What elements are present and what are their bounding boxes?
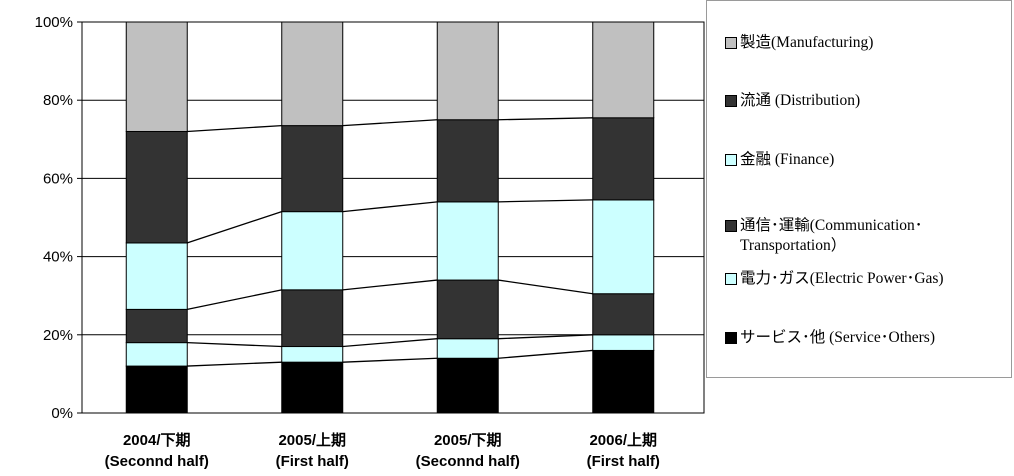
legend-label-manufacturing: 製造(Manufacturing) bbox=[740, 34, 874, 51]
legend-swatch-distribution bbox=[725, 95, 737, 107]
legend: 製造(Manufacturing) 流通 (Distribution) 金融 (… bbox=[706, 0, 1012, 378]
y-tick-label: 40% bbox=[43, 249, 73, 266]
x-category-label: (Seconnd half) bbox=[416, 453, 520, 470]
legend-label-distribution: 流通 (Distribution) bbox=[740, 92, 861, 109]
x-category-label: (First half) bbox=[587, 453, 660, 470]
legend-swatch-communication-transportation bbox=[725, 220, 737, 232]
y-axis: 0% 20% 40% 60% 80% 100% bbox=[35, 14, 82, 422]
bar-segment bbox=[125, 21, 188, 132]
bar-segment bbox=[592, 117, 655, 201]
series-line bbox=[498, 334, 593, 340]
legend-label-finance: 金融 (Finance) bbox=[740, 151, 835, 168]
stacked-bar-chart: 0% 20% 40% 60% 80% 100% 2004/下期 (Seconnd half)… bbox=[35, 14, 705, 470]
series-line bbox=[187, 341, 282, 348]
x-category-label: 2006/上期 bbox=[589, 431, 657, 449]
y-tick-label: 60% bbox=[43, 170, 73, 187]
legend-swatch-manufacturing bbox=[725, 37, 737, 49]
bar-segment bbox=[592, 21, 655, 119]
y-tick-label: 0% bbox=[51, 405, 73, 422]
legend-item-distribution: 流通 (Distribution) bbox=[725, 91, 1014, 111]
legend-item-communication-transportation: 通信･運輸(Communication･ Transportation） bbox=[725, 216, 1014, 256]
series-line bbox=[187, 211, 282, 244]
legend-item-finance: 金融 (Finance) bbox=[725, 150, 1014, 170]
bar-segment bbox=[436, 201, 499, 281]
bar-segment bbox=[125, 342, 188, 367]
x-category-label: 2005/下期 bbox=[434, 431, 502, 449]
series-connector-lines bbox=[187, 117, 593, 367]
legend-label-electric-power-gas: 電力･ガス(Electric Power･Gas) bbox=[740, 270, 944, 287]
x-category-label: (First half) bbox=[276, 453, 349, 470]
bar-segment bbox=[281, 361, 344, 414]
x-category-label: 2004/下期 bbox=[123, 431, 191, 449]
x-axis: 2004/下期 (Seconnd half) 2005/上期 (First half)… bbox=[105, 431, 660, 470]
legend-swatch-service-others bbox=[725, 332, 737, 344]
series-line bbox=[498, 117, 593, 121]
series-line bbox=[342, 119, 438, 127]
legend-swatch-finance bbox=[725, 154, 737, 166]
bar-segment bbox=[281, 125, 344, 213]
bar-segment bbox=[281, 21, 344, 127]
series-line bbox=[342, 338, 438, 348]
legend-item-electric-power-gas: 電力･ガス(Electric Power･Gas) bbox=[725, 269, 1014, 289]
legend-label-service-others: サービス･他 (Service･Others) bbox=[740, 329, 935, 346]
bar-segment bbox=[436, 279, 499, 340]
legend-item-manufacturing: 製造(Manufacturing) bbox=[725, 33, 1014, 53]
series-line bbox=[187, 124, 282, 133]
y-tick-label: 80% bbox=[43, 92, 73, 109]
bar-segment bbox=[592, 293, 655, 336]
bar-segment bbox=[436, 357, 499, 414]
plot-area-border bbox=[81, 21, 705, 414]
bar-segment bbox=[592, 334, 655, 351]
series-line bbox=[342, 279, 438, 291]
series-line bbox=[187, 361, 282, 367]
bar-segment bbox=[436, 119, 499, 203]
bars bbox=[125, 21, 655, 414]
bar-segment bbox=[436, 338, 499, 359]
series-line bbox=[187, 289, 282, 311]
bar-segment bbox=[281, 346, 344, 363]
bar-segment bbox=[125, 130, 188, 244]
bar-segment bbox=[125, 242, 188, 310]
bar-segment bbox=[125, 365, 188, 414]
bar-segment bbox=[592, 199, 655, 295]
bar-segment bbox=[281, 289, 344, 348]
series-line bbox=[498, 199, 593, 203]
bar-segment bbox=[281, 211, 344, 291]
legend-label-communication-transportation: 通信･運輸(Communication･ Transportation） bbox=[740, 217, 923, 254]
series-line bbox=[498, 279, 593, 295]
x-category-label: (Seconnd half) bbox=[105, 453, 209, 470]
legend-item-service-others: サービス･他 (Service･Others) bbox=[725, 328, 1014, 348]
y-tick-label: 100% bbox=[35, 14, 73, 31]
bar-segment bbox=[592, 349, 655, 414]
series-line bbox=[342, 201, 438, 213]
legend-swatch-electric-power-gas bbox=[725, 273, 737, 285]
bar-segment bbox=[125, 308, 188, 344]
series-line bbox=[498, 349, 593, 359]
bar-segment bbox=[436, 21, 499, 121]
y-tick-label: 20% bbox=[43, 327, 73, 344]
x-category-label: 2005/上期 bbox=[278, 431, 346, 449]
series-line bbox=[342, 357, 438, 363]
